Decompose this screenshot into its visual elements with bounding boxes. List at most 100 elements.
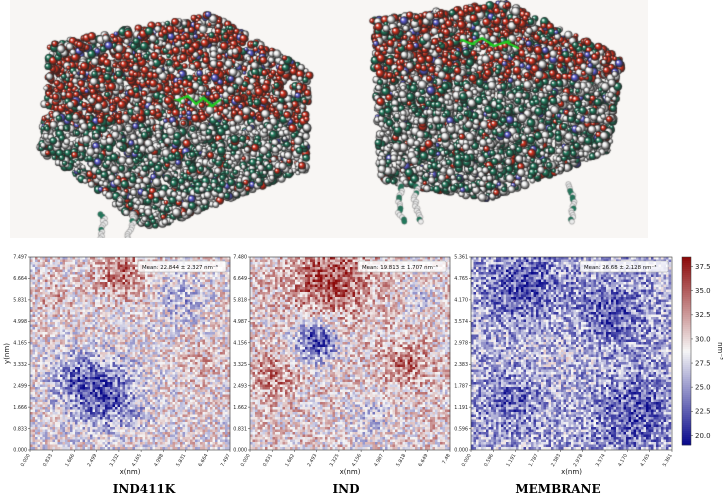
heatmap-cell bbox=[67, 317, 71, 320]
heatmap-cell bbox=[180, 334, 183, 338]
heatmap-cell bbox=[60, 312, 63, 315]
heatmap-cell bbox=[62, 379, 66, 383]
heatmap-cell bbox=[147, 399, 151, 403]
heatmap-cell bbox=[137, 289, 141, 293]
heatmap-cell bbox=[107, 334, 111, 338]
heatmap-cell bbox=[192, 329, 196, 333]
heatmap-cell bbox=[90, 279, 93, 283]
heatmap-cell bbox=[50, 327, 53, 330]
heatmap-cell bbox=[125, 404, 128, 408]
heatmap-cell bbox=[70, 289, 73, 293]
heatmap-cell bbox=[195, 282, 198, 285]
heatmap-cell bbox=[197, 312, 201, 315]
heatmap-cell bbox=[37, 394, 41, 398]
heatmap-cell bbox=[222, 389, 226, 393]
heatmap-cell bbox=[72, 382, 76, 385]
heatmap-cell bbox=[107, 317, 111, 320]
heatmap-cell bbox=[50, 392, 53, 395]
heatmap-cell bbox=[50, 407, 53, 410]
heatmap-cell bbox=[172, 397, 176, 400]
heatmap-cell bbox=[52, 352, 56, 355]
heatmap-cell bbox=[75, 322, 78, 325]
heatmap-cell bbox=[140, 359, 143, 363]
heatmap-cell bbox=[167, 284, 171, 288]
heatmap-cell bbox=[82, 267, 86, 270]
heatmap-cell bbox=[182, 367, 186, 370]
heatmap-cell bbox=[102, 347, 106, 350]
heatmap-cell bbox=[125, 354, 128, 358]
heatmap-cell bbox=[92, 379, 96, 383]
heatmap-cell bbox=[220, 332, 223, 335]
heatmap-cell bbox=[85, 322, 88, 325]
heatmap-cell bbox=[72, 359, 76, 363]
heatmap-cell bbox=[150, 409, 153, 413]
heatmap-cell bbox=[80, 374, 83, 378]
heatmap-cell bbox=[137, 282, 141, 285]
heatmap-cell bbox=[60, 339, 63, 343]
heatmap-cell bbox=[182, 362, 186, 365]
heatmap-cell bbox=[92, 309, 96, 313]
heatmap-cell bbox=[137, 284, 141, 288]
heatmap-cell bbox=[147, 409, 151, 413]
heatmap-cell bbox=[37, 362, 41, 365]
heatmap-cell bbox=[210, 402, 213, 405]
heatmap-cell bbox=[160, 302, 163, 305]
heatmap-cell bbox=[212, 292, 216, 295]
heatmap-cell bbox=[75, 337, 78, 340]
heatmap-cell bbox=[45, 282, 48, 285]
heatmap-cell bbox=[62, 307, 66, 310]
heatmap-cell bbox=[132, 297, 136, 300]
heatmap-cell bbox=[87, 327, 91, 330]
heatmap-cell bbox=[65, 412, 68, 415]
heatmap-cell bbox=[222, 387, 226, 390]
heatmap-cell bbox=[35, 384, 38, 388]
heatmap-cell bbox=[30, 277, 33, 280]
heatmap-cell bbox=[135, 327, 138, 330]
heatmap-cell bbox=[72, 319, 76, 323]
heatmap-cell bbox=[52, 344, 56, 348]
heatmap-cell bbox=[107, 324, 111, 328]
heatmap-cell bbox=[35, 342, 38, 345]
heatmap-cell bbox=[197, 284, 201, 288]
heatmap-cell bbox=[147, 402, 151, 405]
heatmap-cell bbox=[217, 284, 221, 288]
heatmap-cell bbox=[120, 319, 123, 323]
heatmap-cell bbox=[145, 339, 148, 343]
heatmap-cell bbox=[85, 257, 88, 260]
heatmap-cell bbox=[80, 304, 83, 308]
heatmap-cell bbox=[165, 364, 168, 368]
heatmap-cell bbox=[75, 404, 78, 408]
heatmap-cell bbox=[142, 379, 146, 383]
heatmap-cell bbox=[42, 397, 46, 400]
heatmap-cell bbox=[82, 387, 86, 390]
heatmap-cell bbox=[90, 262, 93, 265]
heatmap-cell bbox=[67, 362, 71, 365]
heatmap-cell bbox=[105, 279, 108, 283]
heatmap-cell bbox=[55, 389, 58, 393]
heatmap-cell bbox=[130, 349, 133, 353]
heatmap-cell bbox=[207, 282, 211, 285]
heatmap-cell bbox=[117, 279, 121, 283]
heatmap-cell bbox=[105, 349, 108, 353]
heatmap-cell bbox=[62, 397, 66, 400]
heatmap-cell bbox=[67, 347, 71, 350]
heatmap-cell bbox=[80, 372, 83, 375]
heatmap-cell bbox=[122, 362, 126, 365]
heatmap-cell bbox=[35, 284, 38, 288]
heatmap-cell bbox=[127, 314, 131, 318]
heatmap-cell bbox=[182, 302, 186, 305]
heatmap-cell bbox=[72, 332, 76, 335]
heatmap-cell bbox=[57, 399, 61, 403]
heatmap-cell bbox=[130, 329, 133, 333]
heatmap-cell bbox=[62, 284, 66, 288]
heatmap-cell bbox=[120, 394, 123, 398]
heatmap-cell bbox=[110, 272, 113, 275]
heatmap-cell bbox=[122, 359, 126, 363]
heatmap-cell bbox=[152, 317, 156, 320]
heatmap-cell bbox=[195, 297, 198, 300]
heatmap-cell bbox=[132, 277, 136, 280]
heatmap-cell bbox=[70, 379, 73, 383]
heatmap-cell bbox=[32, 312, 36, 315]
heatmap-cell bbox=[200, 407, 203, 410]
heatmap-cell bbox=[92, 262, 96, 265]
